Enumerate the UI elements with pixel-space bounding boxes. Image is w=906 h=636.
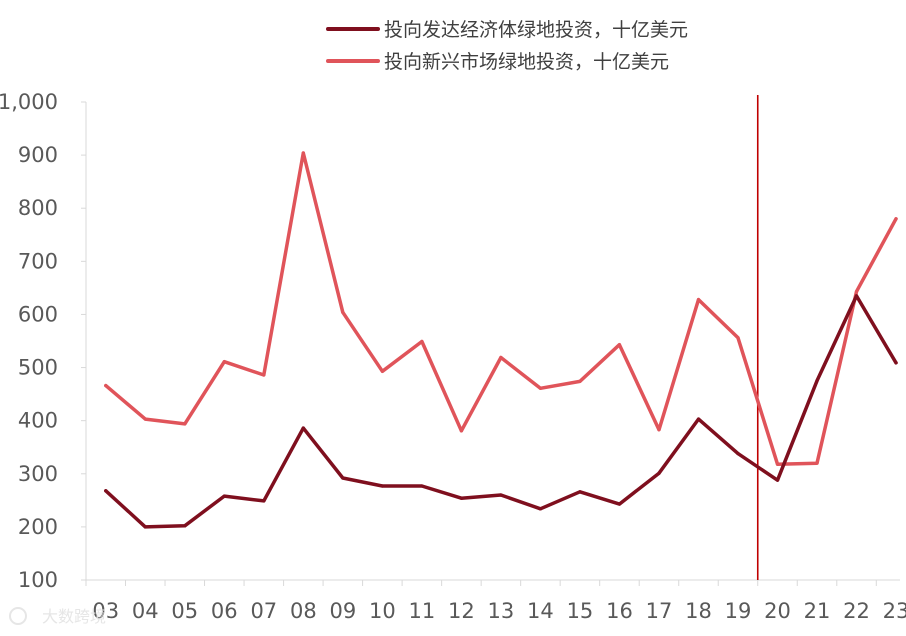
x-tick-label: 22 [843, 599, 870, 623]
data-point [499, 355, 503, 360]
data-point [894, 361, 898, 365]
x-tick-label: 05 [171, 599, 198, 623]
data-point [617, 502, 622, 506]
data-point [262, 499, 266, 503]
data-point [301, 151, 305, 155]
legend-label-emerging: 投向新兴市场绿地投资，十亿美元 [384, 51, 669, 73]
x-tick-label: 12 [448, 599, 475, 623]
data-point [301, 426, 305, 430]
data-point [736, 451, 740, 456]
data-point [538, 507, 543, 511]
data-point [775, 478, 780, 482]
x-tick-label: 06 [211, 599, 238, 623]
y-tick-label: 700 [18, 249, 58, 273]
data-point [104, 489, 108, 493]
x-tick-label: 11 [409, 599, 436, 623]
legend-label-developed: 投向发达经济体绿地投资，十亿美元 [384, 19, 688, 41]
data-point [657, 428, 661, 432]
data-point [538, 386, 543, 390]
legend: 投向发达经济体绿地投资，十亿美元 投向新兴市场绿地投资，十亿美元 [326, 19, 688, 73]
y-tick-label: 600 [18, 302, 58, 326]
data-point [815, 461, 819, 465]
y-tick-label: 800 [18, 196, 58, 220]
data-point [420, 484, 424, 488]
y-tick-label: 1,000 [0, 90, 58, 114]
data-point [380, 484, 384, 488]
data-point [815, 379, 819, 383]
series-line-emerging [104, 151, 898, 466]
data-point [420, 339, 424, 344]
x-tick-label: 04 [132, 599, 159, 623]
data-point [894, 217, 898, 221]
x-tick-label: 09 [329, 599, 356, 623]
data-point [696, 417, 701, 421]
x-tick-label: 21 [804, 599, 831, 623]
series-lines [104, 151, 898, 529]
y-tick-label: 300 [18, 462, 58, 486]
data-point [499, 493, 503, 497]
data-point [262, 373, 266, 377]
data-point [183, 524, 187, 528]
data-point [143, 417, 147, 421]
watermark: 大数跨境 [9, 607, 106, 626]
y-tick-label: 900 [18, 143, 58, 167]
x-tick-label: 20 [764, 599, 791, 623]
x-tick-label: 14 [527, 599, 554, 623]
data-point [854, 290, 859, 294]
data-point [222, 494, 226, 498]
y-tick-label: 100 [18, 568, 58, 592]
x-tick-label: 17 [646, 599, 673, 623]
x-tick-label: 07 [250, 599, 277, 623]
data-point [380, 369, 384, 373]
y-tick-label: 400 [18, 409, 58, 433]
data-point [578, 379, 582, 383]
x-tick-label: 08 [290, 599, 317, 623]
x-tick-label: 18 [685, 599, 712, 623]
data-point [736, 336, 740, 340]
data-point [854, 294, 859, 298]
y-tick-label: 500 [18, 356, 58, 380]
x-tick-label: 15 [567, 599, 594, 623]
data-point [578, 490, 582, 494]
x-tick-label: 16 [606, 599, 633, 623]
data-point [459, 429, 463, 433]
x-axis-ticks: 03 04 05 06 07 08 09 10 11 12 13 14 15 16 17 18 19 20 21 22… [85, 580, 906, 623]
data-point [459, 496, 463, 500]
watermark-logo-icon [9, 607, 27, 625]
x-tick-label: 03 [92, 599, 119, 623]
data-point [617, 343, 622, 347]
x-tick-label: 23 [883, 599, 906, 623]
x-tick-label: 13 [488, 599, 515, 623]
data-point [104, 384, 108, 388]
y-axis-ticks: 1,000 900 800 700 600 500 400 300 200 100 [0, 90, 86, 592]
data-point [341, 310, 345, 314]
data-point [341, 476, 345, 480]
data-point [696, 297, 701, 302]
data-point [775, 462, 780, 466]
data-point [183, 422, 187, 426]
x-tick-label: 19 [725, 599, 752, 623]
data-point [657, 471, 661, 475]
data-point [222, 360, 226, 364]
data-point [143, 525, 147, 529]
series-line-developed [104, 294, 898, 529]
watermark-label: 大数跨境 [42, 607, 106, 626]
axes [85, 102, 900, 581]
y-tick-label: 200 [18, 515, 58, 539]
x-tick-label: 10 [369, 599, 396, 623]
